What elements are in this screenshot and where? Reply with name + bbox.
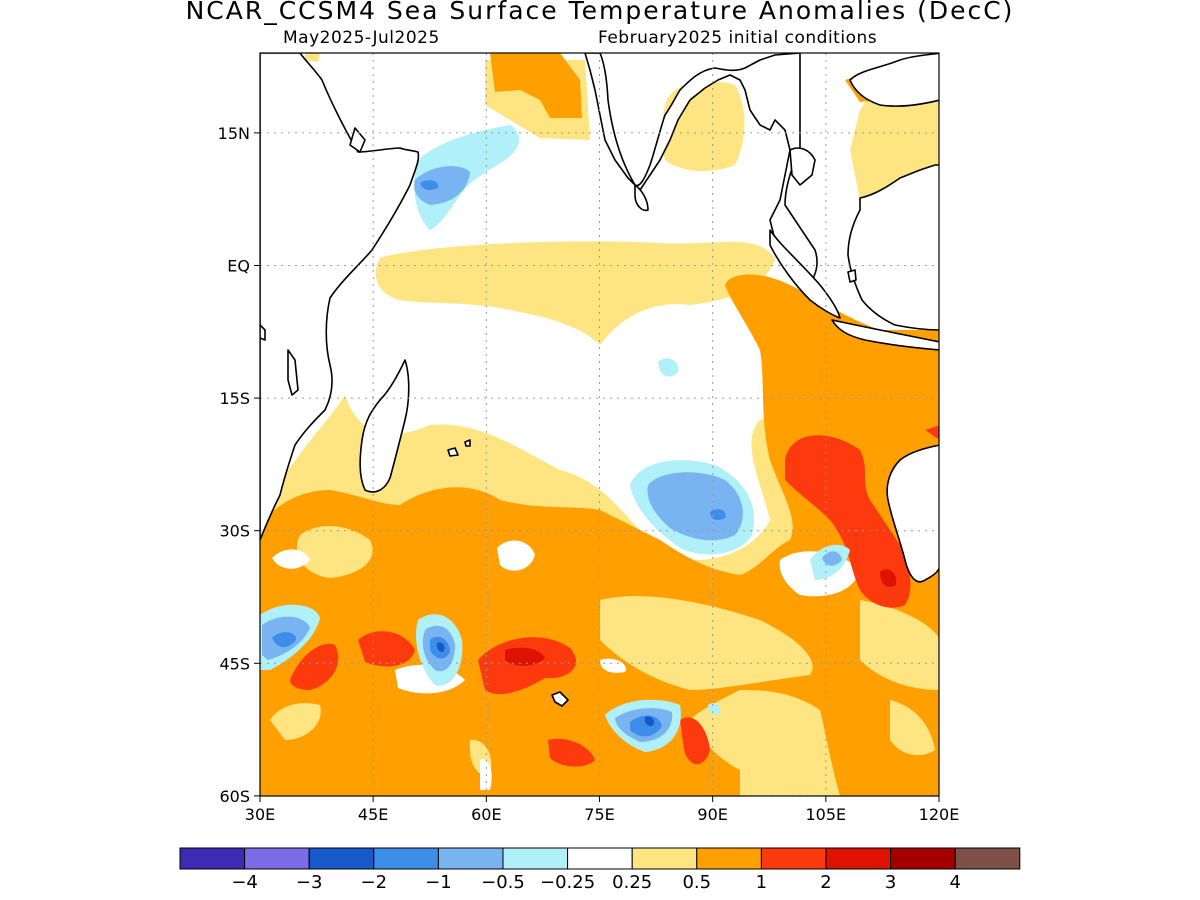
initial-conditions: February2025 initial conditions xyxy=(598,28,878,48)
colorbar-label: −1 xyxy=(425,872,452,893)
colorbar-labels: −4 −3 −2 −1 −0.5 −0.25 0.25 0.5 1 2 3 4 xyxy=(231,872,961,893)
x-tick-label: 105E xyxy=(806,805,847,824)
colorbar-label: 0.5 xyxy=(682,872,711,893)
anomaly-1-2 xyxy=(290,425,939,767)
y-tick-label: EQ xyxy=(227,257,250,276)
x-tick-label: 90E xyxy=(697,805,727,824)
y-tick-label: 45S xyxy=(219,654,250,673)
x-tick-label: 60E xyxy=(471,805,501,824)
x-tick-label: 120E xyxy=(919,805,960,824)
colorbar-swatch xyxy=(696,847,762,870)
colorbar-swatch xyxy=(954,847,1021,870)
y-tick-label: 15N xyxy=(218,124,250,143)
y-tick-label: 15S xyxy=(219,389,250,408)
colorbar-swatch xyxy=(760,847,827,870)
x-tick-label: 30E xyxy=(245,805,275,824)
x-tick-label: 45E xyxy=(358,805,388,824)
colorbar-swatch xyxy=(825,847,892,870)
colorbar-label: −3 xyxy=(296,872,323,893)
map-grid xyxy=(260,53,939,796)
colorbar-swatch xyxy=(244,847,310,870)
colorbar-label: −0.25 xyxy=(540,872,595,893)
forecast-period: May2025-Jul2025 xyxy=(283,28,440,48)
colorbar-label: 4 xyxy=(949,872,960,893)
y-tick-label: 30S xyxy=(219,522,250,541)
colorbar-label: 1 xyxy=(756,872,767,893)
axis-ticks xyxy=(254,132,940,802)
colorbar-swatch xyxy=(308,847,375,870)
colorbar-label: 0.25 xyxy=(612,872,652,893)
x-tick-label: 75E xyxy=(584,805,614,824)
anomaly-field xyxy=(260,53,939,796)
latitude-labels: 15N EQ 15S 30S 45S 60S xyxy=(218,124,250,806)
map-title: NCAR_CCSM4 Sea Surface Temperature Anoma… xyxy=(185,0,1015,25)
y-tick-label: 60S xyxy=(219,787,250,806)
colorbar-swatch xyxy=(373,847,439,870)
colorbar-label: −0.5 xyxy=(481,872,525,893)
colorbar-label: 2 xyxy=(820,872,831,893)
colorbar-label: 3 xyxy=(885,872,896,893)
colorbar-swatch xyxy=(567,847,633,870)
colorbar-swatch xyxy=(179,847,246,870)
anomaly-neg2-neg3 xyxy=(436,642,655,726)
colorbar-swatch xyxy=(631,847,698,870)
anomaly-0.25-0.5-patches xyxy=(270,525,939,776)
colorbar-swatch xyxy=(437,847,504,870)
colorbar-label: −4 xyxy=(231,872,258,893)
colorbar xyxy=(179,847,1021,870)
colorbar-swatch xyxy=(502,847,569,870)
anomaly-neg1-neg2 xyxy=(272,180,726,737)
colorbar-swatch xyxy=(890,847,956,870)
coastlines xyxy=(260,53,939,707)
anomaly-2-3 xyxy=(505,569,897,666)
colorbar-label: −2 xyxy=(361,872,388,893)
longitude-labels: 30E 45E 60E 75E 90E 105E 120E xyxy=(245,805,960,824)
